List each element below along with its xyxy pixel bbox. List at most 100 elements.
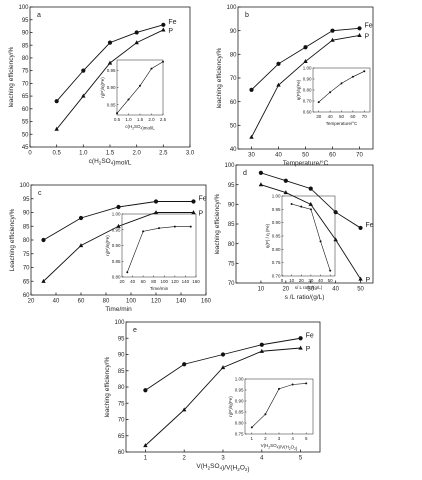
panel-e-series-P-point (220, 365, 226, 370)
panel-b-ytick-label: 100 (226, 5, 237, 11)
panel-a-xtick-label: 1.0 (79, 151, 88, 157)
panel-e-inset-xtick-label: 4 (291, 436, 294, 441)
panel-b-series-Fe-point (330, 28, 335, 33)
panel-a-ytick-label: 50 (22, 132, 29, 138)
panel-e-frame (125, 321, 321, 453)
panel-e-ytick-label: 100 (114, 320, 125, 326)
panel-c-inset-point (189, 225, 192, 228)
panel-b-inset-ytick-label: 1.00 (303, 66, 312, 71)
panel-d-inset-frame (281, 195, 336, 277)
panel-a-inset-point (150, 67, 153, 70)
panel-e-xtick-label: 5 (299, 456, 303, 462)
panel-a-inset-xtick-label: 0.5 (114, 117, 121, 122)
panel-b-inset-ytick-label: 0.80 (303, 88, 312, 93)
panel-d-inset-ytick-label: 1.00 (272, 194, 281, 199)
panel-b-inset-point (329, 91, 332, 94)
panel-a-inset-xtick-label: 1.5 (137, 117, 144, 122)
panel-c-xtick-label: 40 (53, 299, 60, 305)
panel-b-series-Fe-point (249, 87, 254, 92)
panel-b-ytick-label: 80 (230, 52, 237, 58)
panel-d-series-Fe-point (333, 210, 338, 215)
panel-a-inset-point (162, 60, 164, 63)
panel-d-inset-xtick-label: 20 (299, 278, 305, 283)
panel-d-series-P-point (283, 190, 289, 195)
panel-e-inset-ytick-label: 0.90 (235, 399, 244, 404)
panel-d-series-P-point (258, 182, 264, 187)
panel-c-xlabel: Time/min (105, 306, 132, 313)
panel-b-inset-ytick-label: 0.70 (303, 99, 312, 104)
panel-e-ytick-label: 95 (118, 336, 125, 342)
panel-e-xtick-label: 4 (260, 456, 264, 462)
panel-b-xtick-label: 30 (248, 153, 255, 159)
panel-e-xtick-label: 1 (144, 456, 148, 462)
panel-c-ylabel: Leaching efficiency/% (9, 208, 16, 271)
panel-a-ytick-label: 70 (22, 81, 29, 87)
panel-c-series-Fe-point (153, 199, 159, 204)
panel-e-inset-xtick-label: 3 (278, 436, 281, 441)
panel-c-inset-ytick-label: 0.80 (112, 275, 121, 280)
panel-b-inset-point (351, 75, 354, 78)
panel-d-inset: 0.700.750.800.850.900.951.000 10 20 30 40 50s… (265, 194, 336, 290)
panel-b-series-P-point (303, 59, 308, 64)
panel-b-xlabel: Temperature/°C (283, 159, 329, 167)
panel-c-inset-ylabel: η(P)/η(Fe) (105, 235, 110, 256)
panel-e-ytick-label: 75 (118, 401, 125, 407)
panel-d-ytick-label: 80 (228, 242, 235, 248)
panel-a-ytick-label: 95 (22, 18, 29, 24)
panel-c-ytick-label: 100 (19, 183, 30, 189)
panel-e-xtick-label: 2 (183, 456, 187, 462)
panel-a-series-P-point (161, 27, 166, 32)
panel-a-inset-ylabel: η(P)/η(Fe) (100, 77, 105, 98)
panel-c-inset-xtick-label: 120 (171, 279, 179, 284)
panel-c-legend-Fe: Fe (199, 196, 207, 203)
panel-d-ytick-label: 95 (228, 183, 235, 189)
panel-a-series-P-point (134, 40, 139, 45)
panel-d-inset-line (291, 203, 331, 271)
panel-a-ytick-label: 85 (22, 43, 29, 49)
panel-e-ytick-label: 90 (118, 353, 125, 359)
panel-c-inset-ytick-label: 0.90 (112, 243, 121, 248)
panel-b-inset-point (363, 70, 366, 73)
panel-a-series-Fe-point (107, 40, 113, 45)
panel-e-inset-xtick-label: 1 (251, 436, 254, 441)
panel-c-series-P-point (78, 243, 84, 248)
panel-c-series-Fe-point (41, 237, 46, 243)
panel-e-ytick-label: 85 (118, 369, 125, 375)
panel-e-series-P-point (259, 348, 265, 353)
panel-c-inset-ytick-label: 0.85 (112, 259, 121, 264)
panel-c-xtick-label: 80 (103, 299, 110, 305)
panel-c-inset-xtick-label: 100 (161, 279, 169, 284)
panel-b-inset-xtick-label: 50 (339, 114, 345, 119)
panel-d-ytick-label: 75 (228, 261, 235, 267)
panel-d-inset-xtick-label: 50 (328, 278, 334, 283)
panel-d-inset-ytick-label: 0.70 (272, 274, 281, 279)
panel-d-ytick-label: 70 (228, 281, 235, 287)
panel-d-inset-xtick-label: 30 (308, 278, 314, 283)
panel-d-xtick-label: 20 (282, 287, 289, 293)
panel-a-inset-xlabel: c(H2SO4)mol/L (125, 124, 155, 131)
panel-b-inset-point (340, 82, 343, 85)
panel-a-inset-xtick-label: 2.0 (148, 117, 155, 122)
panel-a-inset-line (116, 61, 164, 114)
panel-b-ylabel: leaching efficiency/% (216, 47, 223, 108)
panel-c-series-P-point (153, 210, 159, 215)
panel-b-inset-line (318, 71, 365, 103)
panel-e-inset-ytick-label: 1.00 (235, 377, 244, 382)
panel-b-ytick-label: 40 (230, 147, 237, 153)
panel-d-series-P-point (308, 201, 313, 206)
panel-a-inset-ytick-label: 0.95 (107, 68, 116, 73)
panel-e-inset-point (291, 383, 294, 386)
panel-d-inset-ytick-label: 0.80 (272, 247, 281, 252)
panel-d-series-Fe-point (358, 225, 363, 231)
panel-d-series-P-point (358, 276, 363, 281)
panel-b-ytick-label: 70 (230, 76, 237, 82)
panel-d-ytick-label: 90 (228, 202, 235, 208)
panel-d-ytick-label: 85 (228, 222, 235, 228)
panel-a-ytick-label: 60 (22, 107, 29, 113)
panel-c-inset-ytick-label: 1.00 (112, 212, 121, 217)
panel-a-letter: a (37, 12, 41, 19)
panel-a-xtick-label: 0.5 (52, 151, 61, 157)
panel-e-inset-ylabel: η(P)/η(Fe) (228, 396, 233, 417)
